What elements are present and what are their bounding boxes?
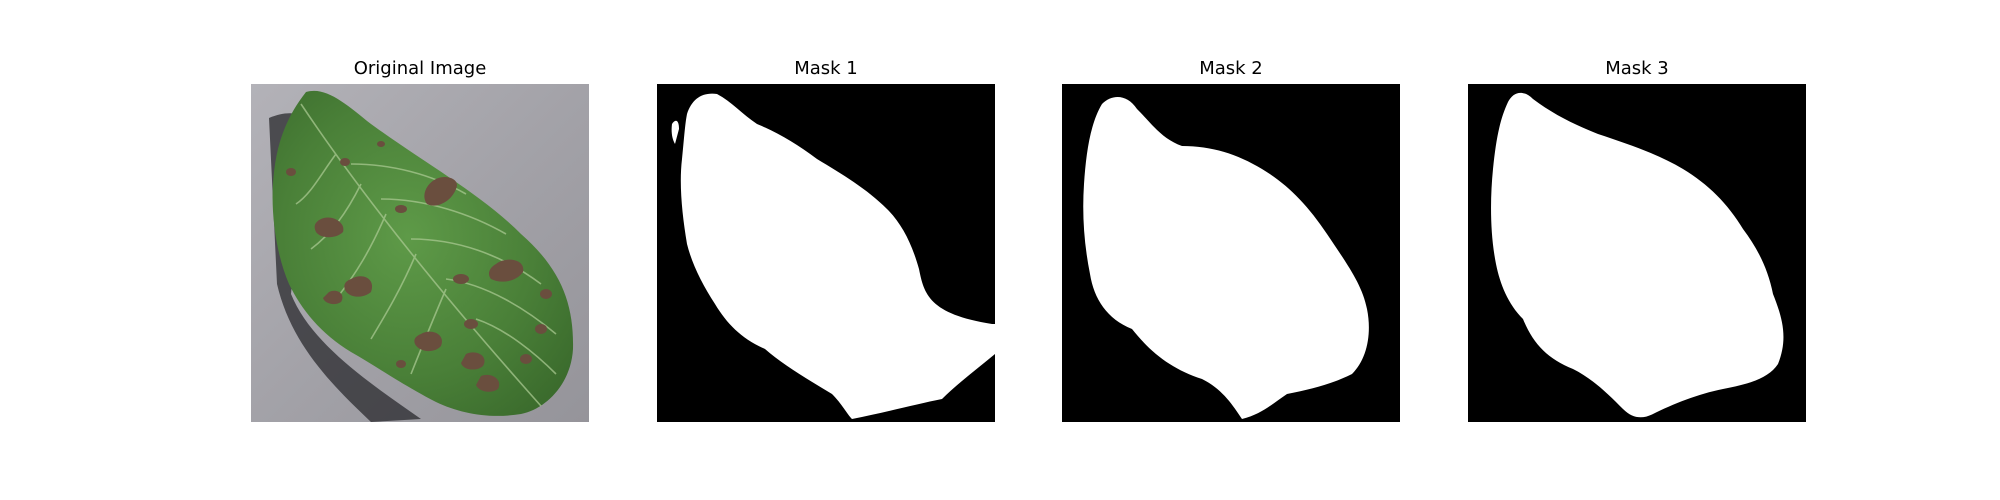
mask-image <box>1468 84 1806 422</box>
panel-title: Mask 1 <box>794 58 858 79</box>
leaf-shape <box>272 90 574 416</box>
mask-image <box>657 84 995 422</box>
panel-title: Original Image <box>353 58 487 79</box>
panel-mask-2: Mask 2 <box>1062 0 1400 500</box>
mask-foreground <box>680 93 995 419</box>
panel-mask-3: Mask 3 <box>1468 0 1806 500</box>
mask-image <box>1062 84 1400 422</box>
leaf-spots <box>286 141 552 392</box>
mask-foreground <box>1083 97 1369 420</box>
panel-original: Original Image <box>251 0 589 500</box>
panel-title: Mask 3 <box>1605 58 1669 79</box>
panel-title: Mask 2 <box>1199 58 1263 79</box>
leaf-shadow <box>269 113 421 422</box>
panel-mask-1: Mask 1 <box>657 0 995 500</box>
mask-foreground <box>1491 92 1784 418</box>
leaf-photo <box>251 84 589 422</box>
